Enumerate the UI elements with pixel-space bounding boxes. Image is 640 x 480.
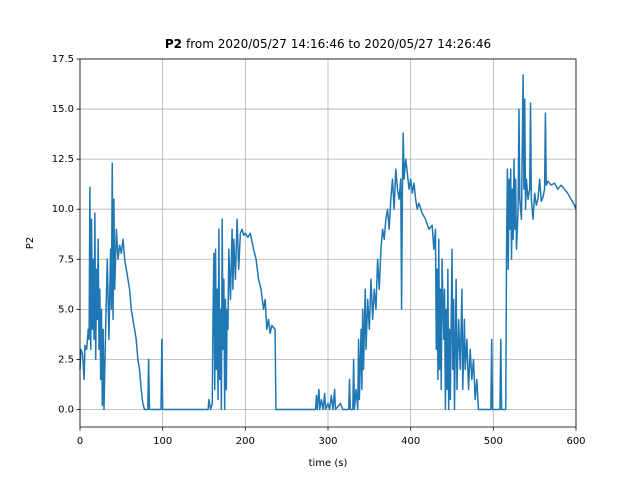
y-tick-label: 10.0 xyxy=(52,204,74,215)
y-tick-label: 5.0 xyxy=(58,304,74,315)
y-tick-label: 2.5 xyxy=(58,354,74,365)
y-tick-label: 7.5 xyxy=(58,254,74,265)
x-tick-label: 500 xyxy=(484,436,503,447)
title-bold: P2 xyxy=(165,37,182,51)
x-axis-label: time (s) xyxy=(309,458,348,469)
y-tick-label: 12.5 xyxy=(52,154,74,165)
x-tick-label: 300 xyxy=(318,436,337,447)
title-rest: from 2020/05/27 14:16:46 to 2020/05/27 1… xyxy=(186,37,491,51)
y-tick-label: 17.5 xyxy=(52,54,74,65)
y-tick-label: 15.0 xyxy=(52,104,74,115)
x-tick-label: 400 xyxy=(401,436,420,447)
x-tick-label: 600 xyxy=(566,436,585,447)
y-tick-label: 0.0 xyxy=(58,404,74,415)
chart-title: P2 from 2020/05/27 14:16:46 to 2020/05/27… xyxy=(165,37,491,51)
data-line xyxy=(79,74,577,411)
x-tick-label: 100 xyxy=(153,436,172,447)
plot-frame xyxy=(79,58,577,428)
x-tick-label: 200 xyxy=(236,436,255,447)
x-tick-label: 0 xyxy=(77,436,83,447)
y-axis-label: P2 xyxy=(25,237,36,249)
